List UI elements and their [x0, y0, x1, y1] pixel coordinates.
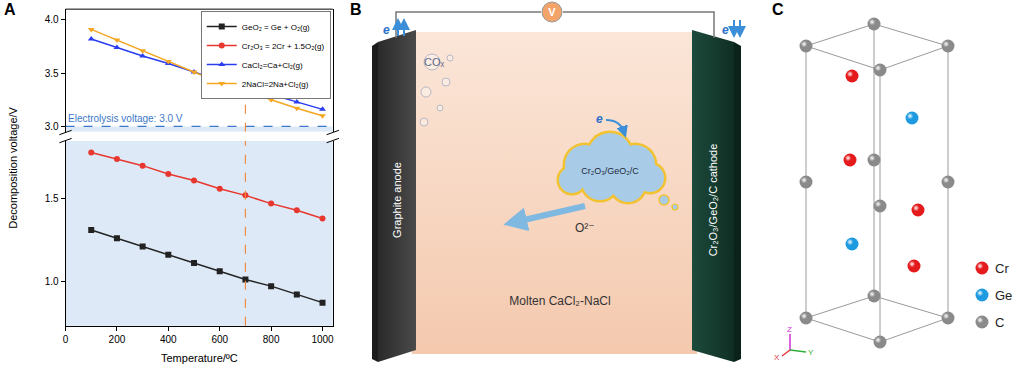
svg-text:Electrolysis voltage: 3.0 V: Electrolysis voltage: 3.0 V: [68, 113, 183, 124]
svg-text:C: C: [995, 315, 1004, 330]
svg-text:800: 800: [263, 334, 280, 345]
svg-text:Cr: Cr: [995, 261, 1009, 276]
svg-text:GeO₂ = Ge + O₂(g): GeO₂ = Ge + O₂(g): [242, 23, 310, 32]
svg-text:A: A: [4, 1, 16, 18]
svg-text:2NaCl=2Na+Cl₂(g): 2NaCl=2Na+Cl₂(g): [242, 80, 309, 89]
svg-text:Z: Z: [787, 325, 792, 334]
svg-text:X: X: [774, 353, 780, 362]
svg-text:e: e: [596, 112, 603, 126]
svg-text:Cr₂O₃/GeO₂/C cathode: Cr₂O₃/GeO₂/C cathode: [707, 144, 719, 257]
svg-text:400: 400: [160, 334, 177, 345]
svg-text:3.0: 3.0: [45, 121, 59, 132]
svg-text:600: 600: [211, 334, 228, 345]
svg-text:V: V: [548, 6, 556, 18]
svg-text:1.5: 1.5: [45, 193, 59, 204]
svg-text:Graphite anode: Graphite anode: [391, 162, 403, 238]
svg-text:B: B: [350, 1, 362, 18]
svg-text:4.0: 4.0: [45, 14, 59, 25]
svg-text:Y: Y: [808, 348, 814, 357]
svg-text:COₓ: COₓ: [424, 56, 445, 68]
svg-text:3.5: 3.5: [45, 68, 59, 79]
svg-text:Temperature/ºC: Temperature/ºC: [161, 352, 238, 364]
svg-text:CaCl₂=Ca+Cl₂(g): CaCl₂=Ca+Cl₂(g): [242, 61, 303, 70]
svg-text:C: C: [772, 1, 784, 18]
svg-text:1000: 1000: [311, 334, 334, 345]
svg-text:e: e: [383, 23, 390, 37]
svg-text:Molten CaCl₂-NaCl: Molten CaCl₂-NaCl: [509, 294, 610, 308]
svg-text:Cr₂O₃ = 2Cr + 1.5O₂(g): Cr₂O₃ = 2Cr + 1.5O₂(g): [242, 42, 325, 51]
svg-text:0: 0: [63, 334, 69, 345]
svg-text:Decomposition voltage/V: Decomposition voltage/V: [7, 106, 19, 228]
svg-text:200: 200: [109, 334, 126, 345]
svg-text:1.0: 1.0: [45, 276, 59, 287]
svg-text:Ge: Ge: [995, 288, 1012, 303]
svg-text:Cr₂O₃/GeO₂/C: Cr₂O₃/GeO₂/C: [581, 166, 639, 176]
svg-text:O²⁻: O²⁻: [575, 221, 595, 235]
svg-text:e: e: [722, 23, 729, 37]
